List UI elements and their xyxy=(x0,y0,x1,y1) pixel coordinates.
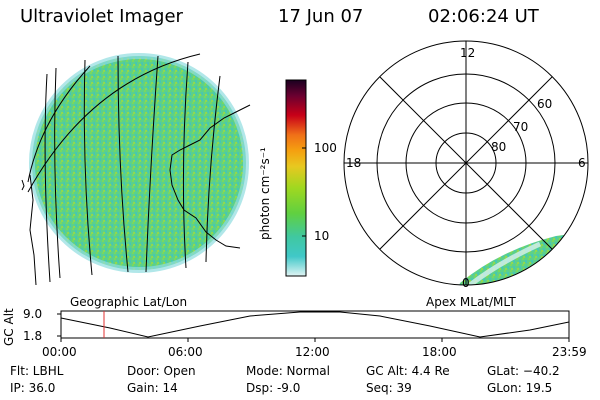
seq-readout: Seq: 39 xyxy=(366,381,412,395)
geographic-grid xyxy=(27,53,221,283)
xtick-1800: 18:00 xyxy=(422,345,457,359)
mode-readout: Mode: Normal xyxy=(246,364,330,378)
mlt-label-6: 6 xyxy=(578,156,586,170)
lat-label-60: 60 xyxy=(537,97,553,111)
glat-readout: GLat: −40.2 xyxy=(487,364,560,378)
filter-readout: Flt: LBHL xyxy=(10,364,64,378)
gc-alt-readout: GC Alt: 4.4 Re xyxy=(366,364,450,378)
mlt-label-0: 0 xyxy=(462,276,470,290)
coastline xyxy=(21,104,251,286)
colorbar-unit-label: photon cm⁻²s⁻¹ xyxy=(258,147,272,240)
apex-caption: Apex MLat/MLT xyxy=(426,295,516,309)
geographic-caption: Geographic Lat/Lon xyxy=(70,295,188,309)
polar-plot xyxy=(343,40,589,286)
xtick-0000: 00:00 xyxy=(42,345,77,359)
altitude-ylabel: GC Alt xyxy=(2,308,16,346)
lat-label-80: 80 xyxy=(491,140,507,154)
time-label: 02:06:24 UT xyxy=(428,6,539,27)
altitude-plot xyxy=(57,310,570,342)
door-readout: Door: Open xyxy=(127,364,196,378)
altitude-ytick-1-8: 1.8 xyxy=(23,329,43,343)
xtick-0600: 06:00 xyxy=(168,345,203,359)
colorbar xyxy=(285,79,307,277)
glon-readout: GLon: 19.5 xyxy=(487,381,553,395)
dsp-readout: Dsp: -9.0 xyxy=(246,381,301,395)
ip-readout: IP: 36.0 xyxy=(10,381,56,395)
colorbar-tick-100: 100 xyxy=(314,141,337,155)
lat-label-70: 70 xyxy=(513,120,529,134)
instrument-title: Ultraviolet Imager xyxy=(20,6,183,27)
earth-disk-image xyxy=(29,53,249,273)
date-label: 17 Jun 07 xyxy=(278,6,364,27)
mlt-label-18: 18 xyxy=(346,156,362,170)
xtick-1200: 12:00 xyxy=(295,345,330,359)
colorbar-tick-10: 10 xyxy=(314,229,330,243)
gain-readout: Gain: 14 xyxy=(127,381,178,395)
altitude-ytick-9: 9.0 xyxy=(23,307,43,321)
xtick-2359: 23:59 xyxy=(552,345,587,359)
mlt-label-12: 12 xyxy=(460,46,476,60)
